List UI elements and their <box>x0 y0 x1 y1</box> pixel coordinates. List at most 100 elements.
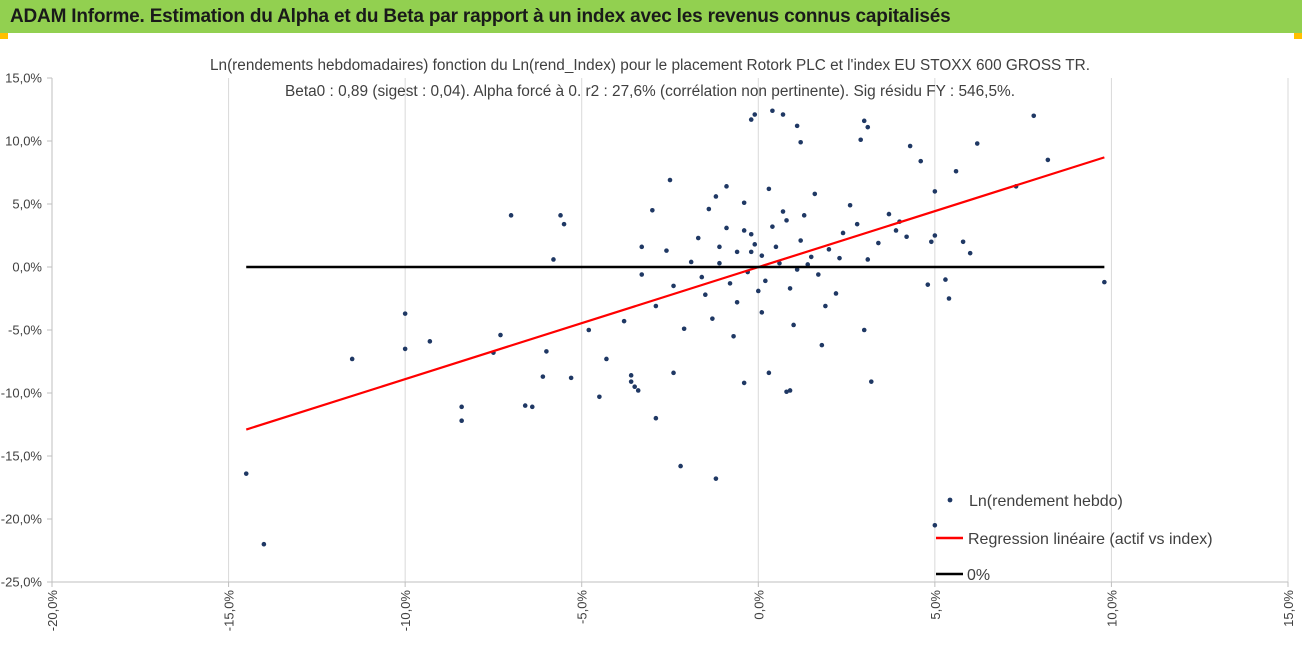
data-point <box>597 394 602 400</box>
data-point <box>858 137 863 143</box>
chart-subtitle: Beta0 : 0,89 (sigest : 0,04). Alpha forc… <box>285 83 1015 100</box>
data-point <box>522 403 528 408</box>
legend: Ln(rendement hebdo) Regression linéaire … <box>936 493 1213 584</box>
data-point <box>540 374 546 379</box>
grid <box>228 78 1289 582</box>
data-point <box>639 272 645 277</box>
data-point <box>886 211 892 217</box>
data-point <box>752 112 758 117</box>
data-point <box>586 327 592 333</box>
data-point <box>727 281 733 286</box>
data-point <box>671 283 676 289</box>
data-point <box>823 303 828 309</box>
data-point <box>427 339 433 344</box>
x-tick-label: 0,0% <box>751 590 766 620</box>
data-point <box>770 224 775 229</box>
data-point <box>558 213 563 218</box>
data-point <box>724 184 729 189</box>
y-tick-label: 5,0% <box>12 197 42 212</box>
series-lines <box>245 156 1105 431</box>
data-point <box>787 286 793 291</box>
x-tick-label: -20,0% <box>45 590 60 632</box>
data-point <box>798 139 803 145</box>
data-point <box>808 254 814 260</box>
data-point <box>688 259 694 265</box>
data-point <box>671 370 676 376</box>
data-point <box>713 194 719 199</box>
y-tick-label: -10,0% <box>1 386 43 401</box>
data-point <box>798 238 803 243</box>
y-tick-label: -5,0% <box>8 323 42 338</box>
data-point <box>621 318 627 324</box>
data-point <box>777 260 782 266</box>
data-point <box>544 349 549 354</box>
data-point <box>748 231 754 237</box>
data-point <box>741 200 747 206</box>
data-point <box>741 380 747 386</box>
data-point <box>932 523 938 528</box>
x-tick-label: -5,0% <box>575 590 590 624</box>
data-point <box>861 118 867 124</box>
data-point <box>861 327 867 333</box>
data-point <box>918 158 924 164</box>
data-point <box>717 260 722 266</box>
data-point <box>681 326 687 332</box>
data-point <box>759 253 765 258</box>
data-point <box>752 242 758 247</box>
data-point <box>755 288 761 294</box>
window-title: ADAM Informe. Estimation du Alpha et du … <box>10 6 951 27</box>
data-point <box>773 244 779 250</box>
data-point <box>402 311 408 316</box>
data-point <box>759 310 765 315</box>
data-point <box>794 123 800 129</box>
legend-swatch-points <box>947 497 953 503</box>
data-point <box>695 235 701 241</box>
data-point <box>943 277 948 282</box>
data-point <box>784 389 789 395</box>
data-point <box>929 239 934 245</box>
data-point <box>787 388 793 393</box>
x-tick-label: 15,0% <box>1281 590 1296 627</box>
data-point <box>791 322 796 328</box>
data-point <box>893 228 899 233</box>
data-point <box>868 379 874 384</box>
data-point <box>748 117 754 122</box>
data-point <box>770 108 775 114</box>
data-point <box>840 230 846 236</box>
corner-accent-left <box>0 33 8 39</box>
data-point <box>847 202 853 208</box>
data-point <box>784 218 789 223</box>
y-tick-label: 0,0% <box>12 260 42 275</box>
x-tick-label: 5,0% <box>928 590 943 620</box>
data-point <box>703 292 708 298</box>
chart-title: Ln(rendements hebdomadaires) fonction du… <box>210 57 1090 74</box>
data-point <box>664 248 669 253</box>
data-point <box>653 303 659 309</box>
data-point <box>710 316 715 321</box>
data-point <box>805 262 811 267</box>
data-point <box>837 255 842 261</box>
data-point <box>628 373 634 378</box>
data-point <box>1045 157 1051 163</box>
corner-accent-right <box>1294 33 1302 39</box>
data-point <box>766 186 772 192</box>
data-point <box>508 213 514 218</box>
data-point <box>794 267 800 272</box>
data-point <box>628 379 634 384</box>
data-point <box>854 221 860 227</box>
y-tick-label: -25,0% <box>1 575 43 590</box>
data-point <box>402 346 408 352</box>
data-point <box>459 418 464 424</box>
data-point <box>724 225 729 231</box>
data-point <box>819 342 825 348</box>
chart: -20,0% -15,0% -10,0% -5,0% 0,0% 5,0% 10,0% 15,0… <box>1 57 1296 632</box>
data-point <box>632 384 637 390</box>
data-point <box>925 282 931 287</box>
data-point <box>243 471 249 476</box>
data-point <box>706 206 712 212</box>
y-tick-label: -15,0% <box>1 449 43 464</box>
data-point <box>717 244 722 250</box>
data-point <box>604 356 609 362</box>
data-point <box>498 332 503 338</box>
y-tick-label: 10,0% <box>5 134 42 149</box>
